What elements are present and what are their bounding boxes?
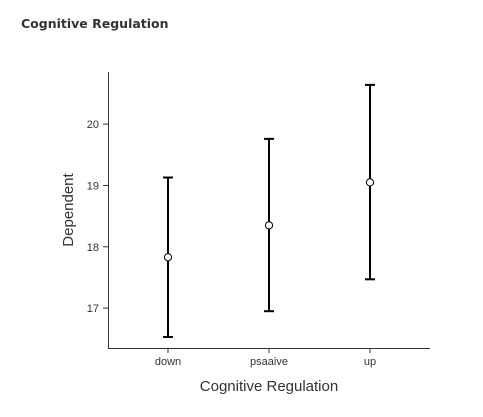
x-tick-label: psaaive <box>250 356 288 368</box>
y-tick-label: 18 <box>87 242 99 254</box>
x-axis-title: Cognitive Regulation <box>200 378 338 395</box>
data-point <box>264 221 274 230</box>
error-bars <box>163 83 375 338</box>
data-point <box>365 178 375 187</box>
x-tick-label: down <box>155 356 181 368</box>
y-axis-title: Dependent <box>60 172 77 246</box>
section-title: Cognitive Regulation <box>21 16 169 31</box>
x-ticks: down psaaive up <box>155 348 376 368</box>
data-point <box>163 253 173 262</box>
y-tick-label: 20 <box>87 119 99 131</box>
y-tick-label: 17 <box>87 303 99 315</box>
y-ticks: 17 18 19 20 <box>87 119 108 315</box>
y-tick-label: 19 <box>87 180 99 192</box>
x-tick-label: up <box>364 356 376 368</box>
data-points <box>163 178 375 262</box>
